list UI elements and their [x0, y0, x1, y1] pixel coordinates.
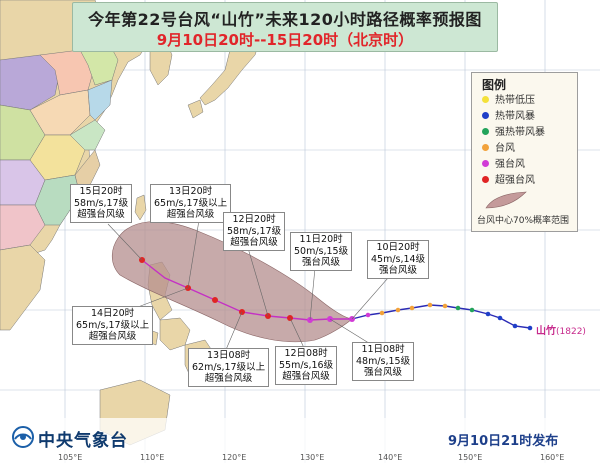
axis-label-lon: 140°E: [378, 453, 403, 462]
callout-10d20: 10日20时 45m/s,14级 强台风级: [367, 240, 430, 279]
blue-dot-icon: [482, 111, 489, 119]
axis-label-lon: 160°E: [540, 453, 565, 462]
magenta-dot-icon: [482, 159, 489, 167]
legend-item-sts: 强热带风暴: [482, 127, 545, 139]
probability-cone: [111, 221, 353, 343]
legend-item-sty: 强台风: [482, 159, 525, 171]
callout-11d20: 11日20时 50m/s,15级 强台风级: [290, 232, 353, 271]
cma-logo-icon: [12, 426, 34, 448]
legend-probability-label: 台风中心70%概率范围: [477, 216, 570, 226]
callout-15d20: 15日20时 58m/s,17级 超强台风级: [70, 184, 133, 223]
orange-dot-icon: [482, 143, 489, 151]
legend-item-ty: 台风: [482, 143, 515, 155]
issue-time: 9月10日21时发布: [448, 434, 559, 449]
callout-13d20: 13日20时 65m/s,17级以上 超强台风级: [150, 184, 232, 223]
axis-label-lon: 120°E: [222, 453, 247, 462]
red-dot-icon: [482, 175, 489, 183]
axis-label-lon: 130°E: [300, 453, 325, 462]
footer-band: [0, 418, 600, 463]
probability-swatch-icon: [485, 191, 527, 209]
storm-name-label: 山竹(1822): [536, 326, 586, 337]
axis-label-lon: 150°E: [458, 453, 483, 462]
legend-item-super-ty: 超强台风: [482, 175, 535, 187]
green-dot-icon: [482, 127, 489, 135]
callout-12d20: 12日20时 58m/s,17级 超强台风级: [223, 212, 286, 251]
callout-12d08: 12日08时 55m/s,16级 超强台风级: [275, 346, 338, 385]
forecast-track: [141, 259, 352, 321]
callout-11d08: 11日08时 48m/s,15级 强台风级: [352, 342, 415, 381]
legend: 图例 热带低压 热带风暴 强热带风暴 台风 强台风 超强台风 台风中心70%概率…: [471, 72, 578, 232]
agency-name: 中央气象台: [38, 431, 128, 451]
axis-label-lon: 105°E: [58, 453, 83, 462]
callout-13d08: 13日08时 62m/s,17级以上 超强台风级: [188, 348, 270, 387]
callout-14d20: 14日20时 65m/s,17级以上 超强台风级: [72, 306, 154, 345]
yellow-dot-icon: [482, 95, 489, 103]
axis-label-lon: 110°E: [140, 453, 165, 462]
title-box: 今年第22号台风“山竹”未来120小时路径概率预报图 9月10日20时--15日…: [72, 2, 498, 52]
legend-item-ts: 热带风暴: [482, 111, 535, 123]
map-subtitle: 9月10日20时--15日20时（北京时）: [156, 31, 414, 49]
china-landmass: [0, 0, 151, 259]
map-title: 今年第22号台风“山竹”未来120小时路径概率预报图: [88, 10, 482, 29]
legend-title: 图例: [482, 78, 507, 92]
legend-item-td: 热带低压: [482, 95, 535, 107]
observed-points: [365, 302, 533, 331]
